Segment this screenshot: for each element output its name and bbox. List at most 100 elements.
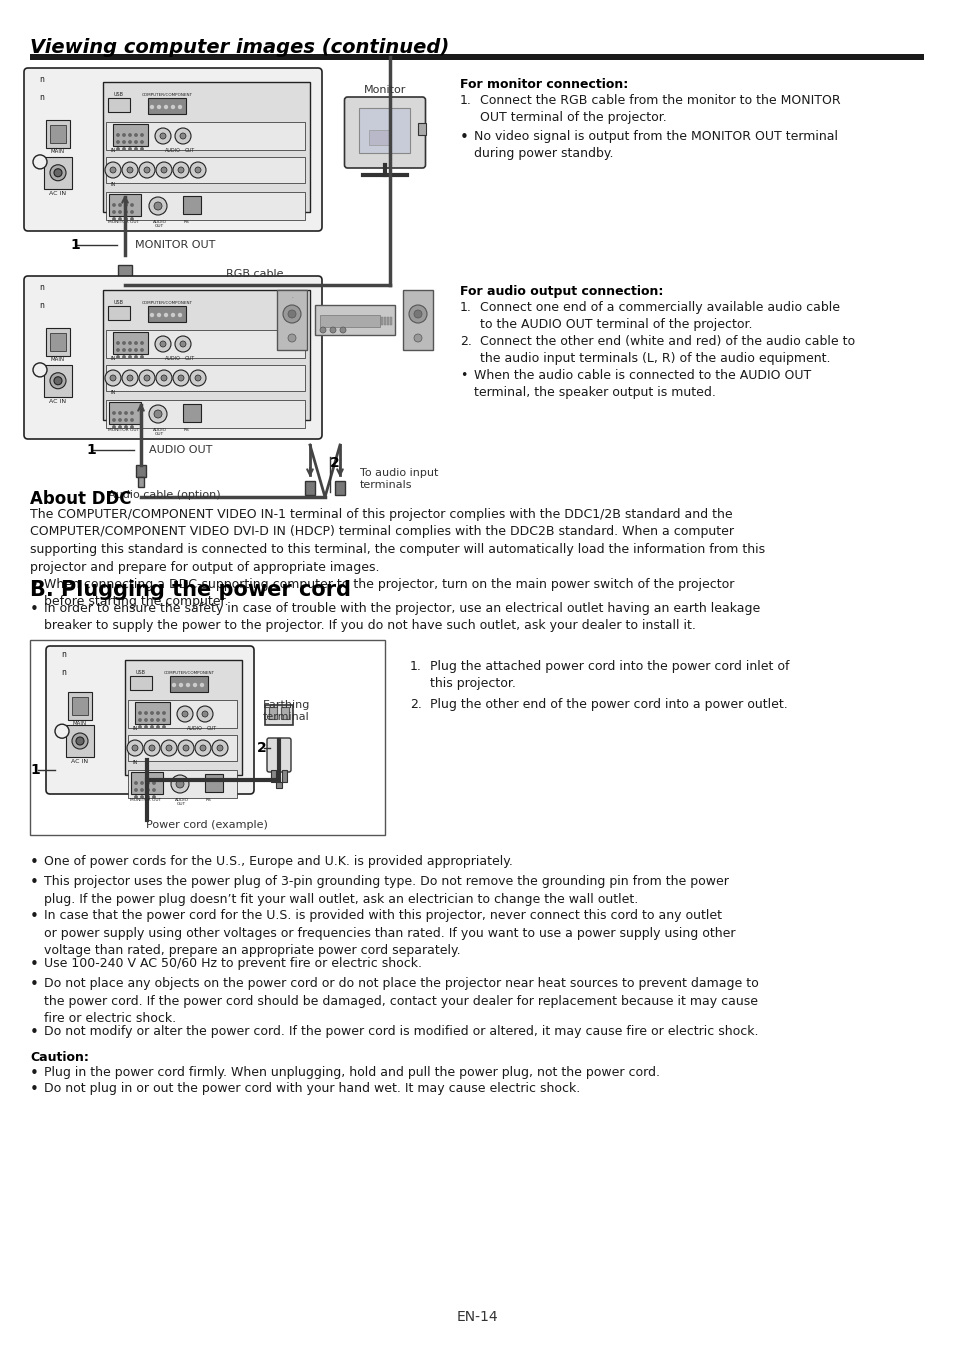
Text: EN-14: EN-14 — [456, 1310, 497, 1324]
Text: 2.: 2. — [459, 335, 472, 348]
Text: Plug in the power cord firmly. When unplugging, hold and pull the power plug, no: Plug in the power cord firmly. When unpl… — [44, 1066, 659, 1079]
Text: When connecting a DDC-supporting computer to the projector, turn on the main pow: When connecting a DDC-supporting compute… — [44, 578, 734, 609]
Circle shape — [131, 412, 133, 414]
Circle shape — [119, 204, 121, 207]
Circle shape — [132, 745, 138, 751]
Bar — [183, 196, 201, 215]
Circle shape — [409, 305, 427, 323]
Text: USB: USB — [113, 92, 124, 97]
Text: n: n — [61, 651, 67, 659]
Text: USB: USB — [113, 300, 124, 305]
Bar — [135, 702, 170, 724]
Bar — [138, 477, 144, 487]
Circle shape — [131, 425, 133, 428]
Circle shape — [190, 370, 206, 386]
Bar — [108, 99, 130, 112]
Circle shape — [134, 342, 137, 344]
Bar — [335, 481, 345, 495]
Circle shape — [134, 147, 137, 150]
Circle shape — [119, 217, 121, 220]
Text: MONITOR OUT: MONITOR OUT — [108, 428, 139, 432]
Circle shape — [112, 425, 115, 428]
Circle shape — [125, 425, 127, 428]
Bar — [136, 464, 146, 477]
Text: •: • — [30, 875, 39, 890]
Text: In order to ensure the safety in case of trouble with the projector, use an elec: In order to ensure the safety in case of… — [44, 602, 760, 633]
Circle shape — [119, 418, 121, 421]
Circle shape — [153, 202, 162, 211]
Circle shape — [157, 105, 160, 108]
Circle shape — [112, 204, 115, 207]
Circle shape — [319, 327, 326, 333]
Text: MAIN: MAIN — [51, 356, 65, 362]
Bar — [120, 279, 130, 289]
Circle shape — [200, 683, 203, 687]
Circle shape — [156, 162, 172, 178]
Circle shape — [156, 718, 159, 721]
Text: •: • — [30, 578, 39, 593]
Text: AUDIO: AUDIO — [152, 220, 167, 224]
Text: RS: RS — [184, 220, 190, 224]
Text: IN: IN — [111, 182, 116, 188]
Circle shape — [193, 683, 196, 687]
Circle shape — [147, 788, 149, 791]
Text: About DDC: About DDC — [30, 490, 132, 508]
Bar — [106, 400, 305, 428]
Text: COMPUTER/COMPONENT: COMPUTER/COMPONENT — [141, 93, 193, 97]
FancyBboxPatch shape — [24, 275, 322, 439]
Bar — [183, 404, 201, 423]
Circle shape — [125, 217, 127, 220]
Text: Do not modify or alter the power cord. If the power cord is modified or altered,: Do not modify or alter the power cord. I… — [44, 1025, 758, 1038]
Circle shape — [76, 737, 84, 745]
Circle shape — [157, 313, 160, 316]
Circle shape — [119, 425, 121, 428]
Bar — [359, 108, 410, 153]
Circle shape — [152, 782, 155, 784]
Text: 1.: 1. — [459, 95, 472, 107]
Bar — [71, 697, 88, 716]
Text: Earthing
terminal: Earthing terminal — [263, 701, 310, 722]
Bar — [44, 157, 71, 189]
Text: OUT: OUT — [207, 726, 217, 730]
Circle shape — [138, 711, 141, 714]
Circle shape — [154, 128, 171, 144]
Circle shape — [149, 197, 167, 215]
Circle shape — [139, 370, 154, 386]
Circle shape — [131, 217, 133, 220]
Text: •: • — [30, 1025, 39, 1040]
Circle shape — [145, 718, 147, 721]
Bar — [128, 734, 236, 761]
FancyBboxPatch shape — [46, 647, 253, 794]
Text: Do not place any objects on the power cord or do not place the projector near he: Do not place any objects on the power co… — [44, 977, 758, 1025]
Text: Audio cable (option): Audio cable (option) — [108, 490, 220, 500]
Circle shape — [156, 711, 159, 714]
Circle shape — [141, 356, 143, 358]
Circle shape — [154, 336, 171, 352]
Text: •: • — [30, 855, 39, 869]
Bar — [265, 705, 293, 725]
Bar — [50, 333, 66, 351]
Circle shape — [123, 342, 125, 344]
Circle shape — [129, 140, 132, 143]
Bar — [276, 290, 307, 350]
Circle shape — [172, 105, 174, 108]
Circle shape — [138, 726, 141, 728]
Circle shape — [151, 726, 153, 728]
Circle shape — [55, 724, 69, 738]
Circle shape — [163, 711, 165, 714]
Bar — [125, 660, 242, 775]
Text: Caution:: Caution: — [30, 1052, 89, 1064]
Circle shape — [105, 162, 121, 178]
Circle shape — [172, 683, 175, 687]
Circle shape — [125, 204, 127, 207]
Circle shape — [151, 711, 153, 714]
Bar — [128, 769, 236, 798]
Text: AUDIO: AUDIO — [174, 798, 189, 802]
Text: 1.: 1. — [459, 301, 472, 315]
Circle shape — [105, 370, 121, 386]
Text: RS: RS — [184, 428, 190, 432]
Bar — [269, 707, 276, 720]
Circle shape — [164, 105, 168, 108]
Circle shape — [414, 333, 421, 342]
Text: The COMPUTER/COMPONENT VIDEO IN-1 terminal of this projector complies with the D: The COMPUTER/COMPONENT VIDEO IN-1 termin… — [30, 508, 764, 574]
